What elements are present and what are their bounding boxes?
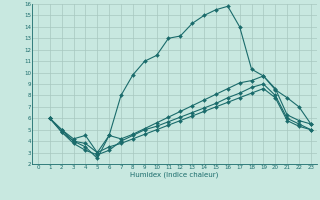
X-axis label: Humidex (Indice chaleur): Humidex (Indice chaleur) [130,171,219,178]
